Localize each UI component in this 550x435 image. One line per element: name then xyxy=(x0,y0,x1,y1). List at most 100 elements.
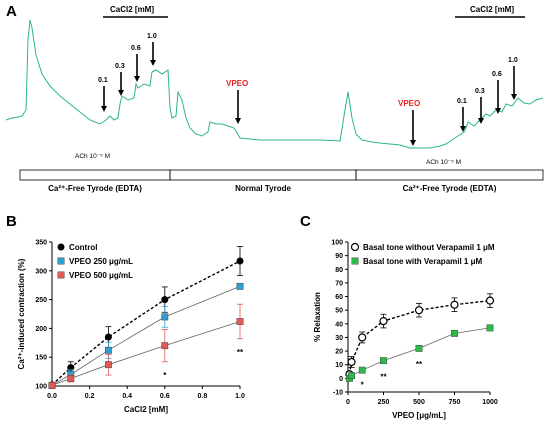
data-point xyxy=(67,364,75,372)
legend-label-1: Basal tone with Verapamil 1 μM xyxy=(363,257,482,266)
x-tick-label: 0.2 xyxy=(85,393,95,400)
y-tick-label: 100 xyxy=(331,240,343,247)
vpeo-right-arrow-head xyxy=(410,140,416,146)
y-tick-label: 0 xyxy=(339,376,343,383)
x-axis-label: VPEO [μg/mL] xyxy=(392,411,446,420)
right-conc-label-0: 0.1 xyxy=(457,98,467,105)
right-conc-label-3: 1.0 xyxy=(508,57,518,64)
legend-marker xyxy=(57,257,65,265)
vpeo-center-label: VPEO xyxy=(226,79,248,88)
y-tick-label: 150 xyxy=(35,355,47,362)
data-point xyxy=(161,342,169,350)
data-point xyxy=(104,346,112,354)
y-tick-label: 50 xyxy=(335,308,343,315)
data-point xyxy=(450,300,459,309)
ach-right-label: ACh 10⁻⁵ M xyxy=(426,159,461,166)
segment-box-1 xyxy=(169,169,357,181)
right-conc-label-2: 0.6 xyxy=(492,71,502,78)
y-axis-label: % Relaxation xyxy=(313,292,322,342)
y-tick-label: 20 xyxy=(335,349,343,356)
y-tick-label: 100 xyxy=(35,384,47,391)
y-tick-label: 30 xyxy=(335,335,343,342)
left-conc-arrow-1-head xyxy=(118,90,124,96)
left-conc-label-3: 1.0 xyxy=(147,33,157,40)
y-tick-label: 10 xyxy=(335,362,343,369)
data-point xyxy=(379,316,388,326)
segment-label-1: Normal Tyrode xyxy=(235,184,291,193)
significance-marker: * xyxy=(361,381,365,390)
right-conc-label-1: 0.3 xyxy=(475,88,485,95)
panel-c-letter: C xyxy=(300,213,311,230)
y-tick-label: 350 xyxy=(35,240,47,247)
cacl2-left-label: CaCl2 [mM] xyxy=(110,5,154,14)
data-point xyxy=(236,318,244,325)
x-tick-label: 0.4 xyxy=(122,393,132,400)
x-tick-label: 1000 xyxy=(482,399,498,406)
left-conc-arrow-3-head xyxy=(150,60,156,66)
right-conc-arrow-0-head xyxy=(460,126,466,132)
legend-label-2: VPEO 500 μg/mL xyxy=(69,271,133,280)
y-tick-label: 40 xyxy=(335,321,343,328)
left-conc-arrow-2-head xyxy=(134,76,140,82)
data-point xyxy=(485,296,495,305)
legend-marker xyxy=(57,243,65,251)
right-conc-arrow-1-head xyxy=(478,118,484,124)
segment-label-0: Ca²⁺-Free Tyrode (EDTA) xyxy=(48,184,142,193)
data-point xyxy=(236,282,244,290)
y-tick-label: 90 xyxy=(335,253,343,260)
ach-left-label: ACh 10⁻⁵ M xyxy=(75,153,110,160)
data-point xyxy=(414,306,424,315)
vpeo-right-label: VPEO xyxy=(398,99,420,108)
x-tick-label: 0.8 xyxy=(198,393,208,400)
segment-box-0 xyxy=(19,169,171,181)
right-conc-arrow-2-head xyxy=(495,108,501,114)
series-line-0 xyxy=(51,260,241,386)
legend-label-0: Basal tone without Verapamil 1 μM xyxy=(363,243,495,252)
trace-line xyxy=(5,19,544,149)
x-tick-label: 0.0 xyxy=(47,393,57,400)
x-tick-label: 0.6 xyxy=(160,393,170,400)
data-point xyxy=(415,344,423,352)
legend-marker xyxy=(350,242,360,252)
y-tick-label: 80 xyxy=(335,267,343,274)
x-tick-label: 500 xyxy=(413,399,425,406)
legend-label-1: VPEO 250 μg/mL xyxy=(69,257,133,266)
legend-marker xyxy=(351,257,359,265)
data-point xyxy=(104,361,112,369)
x-tick-label: 250 xyxy=(378,399,390,406)
y-tick-label: 70 xyxy=(335,280,343,287)
x-tick-label: 750 xyxy=(449,399,461,406)
x-tick-label: 0 xyxy=(346,399,350,406)
legend-marker xyxy=(57,271,65,279)
panel-a-trace-panel: CaCl2 [mM] CaCl2 [mM] 0.1 0.3 0.6 1.0 0.1 0.3 0.… xyxy=(5,5,544,193)
data-point xyxy=(347,357,356,367)
data-point xyxy=(161,313,169,321)
segment-label-2: Ca²⁺-Free Tyrode (EDTA) xyxy=(403,184,497,193)
series-line-2 xyxy=(51,321,241,386)
significance-marker: * xyxy=(163,371,167,380)
data-point xyxy=(161,296,169,304)
significance-marker: ** xyxy=(380,372,387,381)
data-point xyxy=(358,333,367,342)
y-tick-label: 60 xyxy=(335,294,343,301)
y-tick-label: 250 xyxy=(35,297,47,304)
data-point xyxy=(486,324,494,332)
series-line-1 xyxy=(349,327,491,379)
data-point xyxy=(48,382,56,389)
vpeo-center-arrow-head xyxy=(235,118,241,124)
x-axis-label: CaCl2 [mM] xyxy=(124,405,168,414)
significance-marker: ** xyxy=(416,360,423,369)
data-point xyxy=(236,257,244,265)
legend-label-0: Control xyxy=(69,243,97,252)
y-tick-label: 300 xyxy=(35,268,47,275)
y-tick-label: -10 xyxy=(333,390,343,397)
series-line-1 xyxy=(51,285,241,386)
y-axis-label: Ca²⁺-induced contraction (%) xyxy=(17,258,26,369)
left-conc-label-0: 0.1 xyxy=(98,77,108,84)
data-point xyxy=(451,329,458,337)
segment-box-2 xyxy=(355,169,544,181)
data-point xyxy=(348,372,355,380)
x-tick-label: 1.0 xyxy=(235,393,245,400)
